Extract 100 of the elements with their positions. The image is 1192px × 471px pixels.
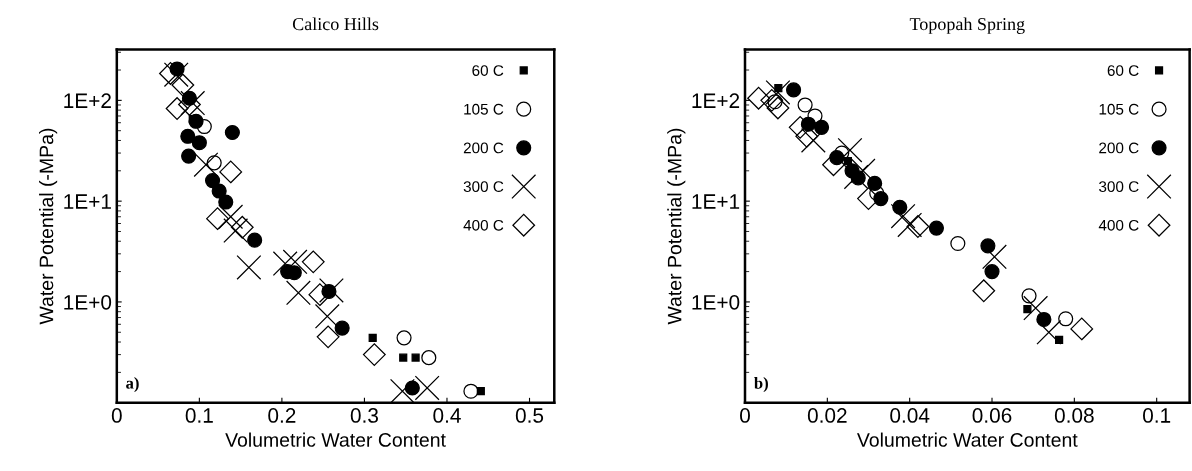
point xyxy=(219,160,243,184)
point xyxy=(180,128,196,144)
annotation: b) xyxy=(754,377,768,393)
point xyxy=(368,333,377,342)
point xyxy=(285,280,311,306)
point xyxy=(206,155,222,171)
y-tick-label: 1E+2 xyxy=(692,93,740,108)
point xyxy=(181,148,197,164)
point xyxy=(800,128,826,153)
legend-label: 400 C xyxy=(463,219,504,231)
annotation: a) xyxy=(126,377,139,393)
x-tick-label: 0.4 xyxy=(433,408,461,423)
point xyxy=(301,250,325,274)
x-tick-label: 0.3 xyxy=(350,408,378,423)
point xyxy=(867,175,883,191)
point xyxy=(890,203,916,229)
point xyxy=(873,191,889,207)
point xyxy=(982,244,1007,270)
point xyxy=(224,124,240,141)
point xyxy=(747,86,771,110)
legend-label: 400 C xyxy=(1098,219,1139,231)
x-tick-label: 0 xyxy=(740,408,750,423)
point xyxy=(1058,311,1074,327)
point xyxy=(163,62,189,88)
legend-label: 105 C xyxy=(1099,103,1139,115)
x-axis-title: Volumetric Water Content xyxy=(856,432,1078,447)
point xyxy=(218,204,244,230)
point xyxy=(421,350,437,366)
point xyxy=(850,158,876,184)
point xyxy=(760,88,784,112)
legend-label: 300 C xyxy=(463,181,504,193)
point xyxy=(318,278,344,303)
x-tick-label: 0.04 xyxy=(890,408,930,423)
point xyxy=(247,232,263,248)
point xyxy=(1021,288,1037,304)
point xyxy=(1023,304,1032,314)
point xyxy=(230,215,254,239)
y-tick-label: 1E+2 xyxy=(64,93,111,108)
point xyxy=(906,215,930,238)
point xyxy=(196,118,212,135)
y-tick-label: 1E+1 xyxy=(692,194,740,209)
point xyxy=(165,97,189,120)
x-axis-title: Volumetric Water Content xyxy=(225,432,446,447)
point xyxy=(766,96,790,120)
y-axis-title: Water Potential (-MPa) xyxy=(667,128,686,325)
point xyxy=(206,207,229,231)
point xyxy=(837,137,863,163)
point xyxy=(765,79,791,105)
point xyxy=(396,330,412,346)
point xyxy=(411,353,420,362)
point xyxy=(414,375,440,401)
point xyxy=(316,325,340,349)
x-tick-label: 0.5 xyxy=(515,408,544,423)
point xyxy=(463,383,479,399)
point xyxy=(984,264,1000,280)
point xyxy=(1036,319,1062,345)
x-tick-label: 0.1 xyxy=(1143,408,1171,423)
legend-label: 300 C xyxy=(1099,181,1139,193)
x-tick-label: 0.2 xyxy=(268,408,296,423)
x-tick-label: 0.02 xyxy=(807,408,847,423)
x-tick-label: 0.06 xyxy=(972,408,1012,423)
point xyxy=(843,164,869,190)
chart-title: Topopah Spring xyxy=(909,17,1025,34)
legend-label: 60 C xyxy=(472,65,504,76)
point xyxy=(399,353,408,362)
point xyxy=(314,303,340,329)
point xyxy=(928,220,945,236)
point xyxy=(950,235,966,252)
point xyxy=(389,378,415,403)
x-tick-label: 0.08 xyxy=(1054,408,1094,423)
point xyxy=(814,119,830,135)
point xyxy=(972,279,996,303)
point xyxy=(1023,295,1049,321)
legend-label: 200 C xyxy=(463,142,504,154)
point xyxy=(171,73,195,97)
point xyxy=(211,183,227,199)
legend-label: 105 C xyxy=(464,103,504,115)
y-tick-label: 1E+0 xyxy=(692,294,740,310)
point xyxy=(159,62,182,85)
point xyxy=(897,212,923,238)
point xyxy=(272,251,298,277)
point xyxy=(180,90,206,116)
point xyxy=(362,343,386,367)
x-tick-label: 0.1 xyxy=(185,408,213,423)
point xyxy=(282,249,308,275)
point xyxy=(223,218,249,244)
point xyxy=(188,113,204,129)
y-tick-label: 1E+1 xyxy=(64,194,111,209)
point xyxy=(1070,317,1094,341)
point xyxy=(218,194,234,210)
point xyxy=(334,320,350,336)
y-axis-title: Water Potential (-MPa) xyxy=(39,128,58,325)
point xyxy=(193,152,219,178)
point xyxy=(892,199,908,215)
chart-title: Calico Hills xyxy=(292,17,379,31)
point xyxy=(822,153,845,177)
point xyxy=(236,254,262,280)
legend-label: 200 C xyxy=(1099,142,1139,154)
point xyxy=(797,97,813,113)
point xyxy=(191,135,207,151)
